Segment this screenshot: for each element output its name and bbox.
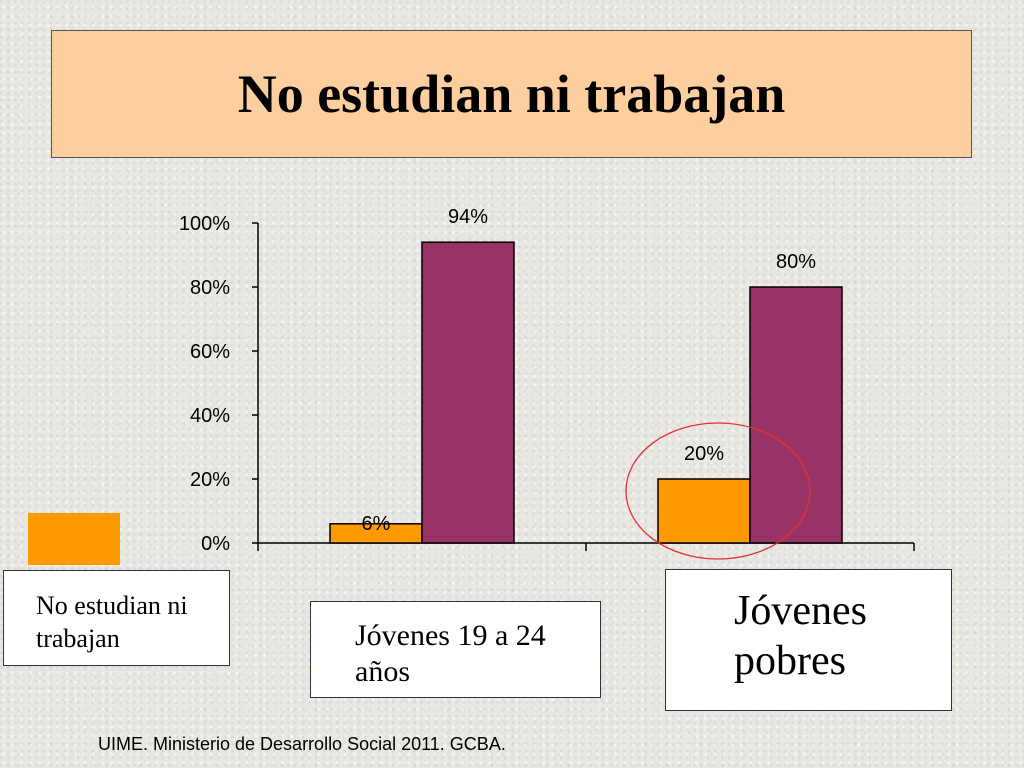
y-tick-label: 0% bbox=[201, 533, 230, 555]
legend-label: No estudian ni trabajan bbox=[36, 591, 188, 653]
legend-box: No estudian ni trabajan bbox=[3, 570, 230, 666]
data-label: 94% bbox=[448, 206, 488, 228]
source-note: UIME. Ministerio de Desarrollo Social 20… bbox=[98, 734, 506, 754]
y-tick-label: 80% bbox=[190, 277, 230, 299]
legend-swatch bbox=[28, 513, 120, 565]
data-label: 6% bbox=[362, 513, 391, 535]
category-label-2: Jóvenes pobres bbox=[734, 588, 867, 684]
y-tick-label: 40% bbox=[190, 405, 230, 427]
y-tick-label: 100% bbox=[179, 213, 230, 235]
title-box: No estudian ni trabajan bbox=[51, 30, 972, 158]
y-tick-label: 20% bbox=[190, 469, 230, 491]
category-label-box-2: Jóvenes pobres bbox=[665, 569, 952, 711]
bar bbox=[421, 241, 515, 544]
highlight-circle bbox=[625, 422, 811, 560]
bar bbox=[657, 478, 751, 544]
page-title: No estudian ni trabajan bbox=[237, 64, 786, 124]
category-label-1: Jóvenes 19 a 24 años bbox=[355, 619, 546, 688]
category-label-box-1: Jóvenes 19 a 24 años bbox=[310, 601, 601, 698]
data-label: 20% bbox=[684, 443, 724, 465]
data-label: 80% bbox=[776, 251, 816, 273]
bar bbox=[749, 286, 843, 544]
y-tick-label: 60% bbox=[190, 341, 230, 363]
